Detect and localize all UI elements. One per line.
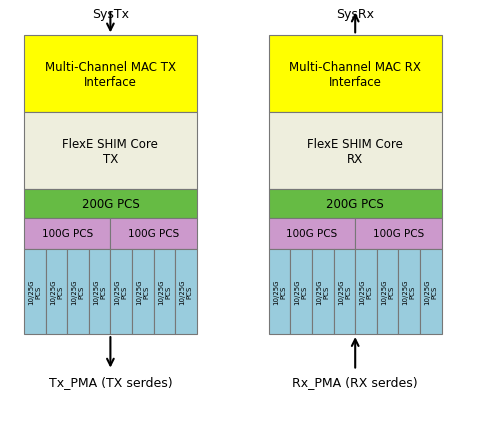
- Text: 10/25G
PCS: 10/25G PCS: [338, 279, 351, 305]
- Text: 10/25G
PCS: 10/25G PCS: [72, 279, 84, 305]
- Text: 10/25G
PCS: 10/25G PCS: [295, 279, 308, 305]
- Text: SysRx: SysRx: [336, 8, 374, 20]
- Bar: [46, 249, 67, 334]
- Bar: [355, 249, 377, 334]
- Bar: [290, 249, 312, 334]
- Text: 10/25G
PCS: 10/25G PCS: [360, 279, 372, 305]
- Text: 10/25G
PCS: 10/25G PCS: [93, 279, 106, 305]
- Bar: [24, 113, 197, 190]
- Text: 100G PCS: 100G PCS: [287, 229, 337, 239]
- Bar: [269, 190, 442, 219]
- Text: 10/25G
PCS: 10/25G PCS: [403, 279, 416, 305]
- Bar: [24, 190, 197, 219]
- Bar: [420, 249, 442, 334]
- Bar: [89, 249, 110, 334]
- Bar: [312, 249, 334, 334]
- Bar: [269, 36, 442, 113]
- Text: Multi-Channel MAC TX
Interface: Multi-Channel MAC TX Interface: [45, 60, 176, 89]
- Text: Multi-Channel MAC RX
Interface: Multi-Channel MAC RX Interface: [289, 60, 421, 89]
- Bar: [154, 249, 175, 334]
- Text: 10/25G
PCS: 10/25G PCS: [316, 279, 329, 305]
- Bar: [132, 249, 154, 334]
- Text: 10/25G
PCS: 10/25G PCS: [180, 279, 192, 305]
- Text: 10/25G
PCS: 10/25G PCS: [273, 279, 286, 305]
- Text: 100G PCS: 100G PCS: [373, 229, 424, 239]
- Text: 200G PCS: 200G PCS: [82, 198, 139, 210]
- Text: 10/25G
PCS: 10/25G PCS: [381, 279, 394, 305]
- Bar: [67, 249, 89, 334]
- Text: FlexE SHIM Core
TX: FlexE SHIM Core TX: [62, 137, 158, 165]
- Text: SysTx: SysTx: [92, 8, 129, 20]
- Bar: [334, 249, 355, 334]
- Text: FlexE SHIM Core
RX: FlexE SHIM Core RX: [307, 137, 403, 165]
- Bar: [110, 219, 197, 249]
- Bar: [355, 219, 442, 249]
- Text: Rx_PMA (RX serdes): Rx_PMA (RX serdes): [292, 375, 418, 388]
- Text: 10/25G
PCS: 10/25G PCS: [115, 279, 128, 305]
- Text: 10/25G
PCS: 10/25G PCS: [424, 279, 437, 305]
- Text: 200G PCS: 200G PCS: [326, 198, 384, 210]
- Text: 10/25G
PCS: 10/25G PCS: [158, 279, 171, 305]
- Text: 100G PCS: 100G PCS: [128, 229, 179, 239]
- Bar: [269, 113, 442, 190]
- Bar: [24, 249, 46, 334]
- Bar: [377, 249, 398, 334]
- Text: 100G PCS: 100G PCS: [42, 229, 93, 239]
- Bar: [269, 249, 290, 334]
- Text: 10/25G
PCS: 10/25G PCS: [136, 279, 149, 305]
- Bar: [110, 249, 132, 334]
- Bar: [24, 219, 110, 249]
- Bar: [269, 219, 355, 249]
- Bar: [175, 249, 197, 334]
- Bar: [398, 249, 420, 334]
- Text: 10/25G
PCS: 10/25G PCS: [50, 279, 63, 305]
- Text: 10/25G
PCS: 10/25G PCS: [28, 279, 41, 305]
- Bar: [24, 36, 197, 113]
- Text: Tx_PMA (TX serdes): Tx_PMA (TX serdes): [48, 375, 172, 388]
